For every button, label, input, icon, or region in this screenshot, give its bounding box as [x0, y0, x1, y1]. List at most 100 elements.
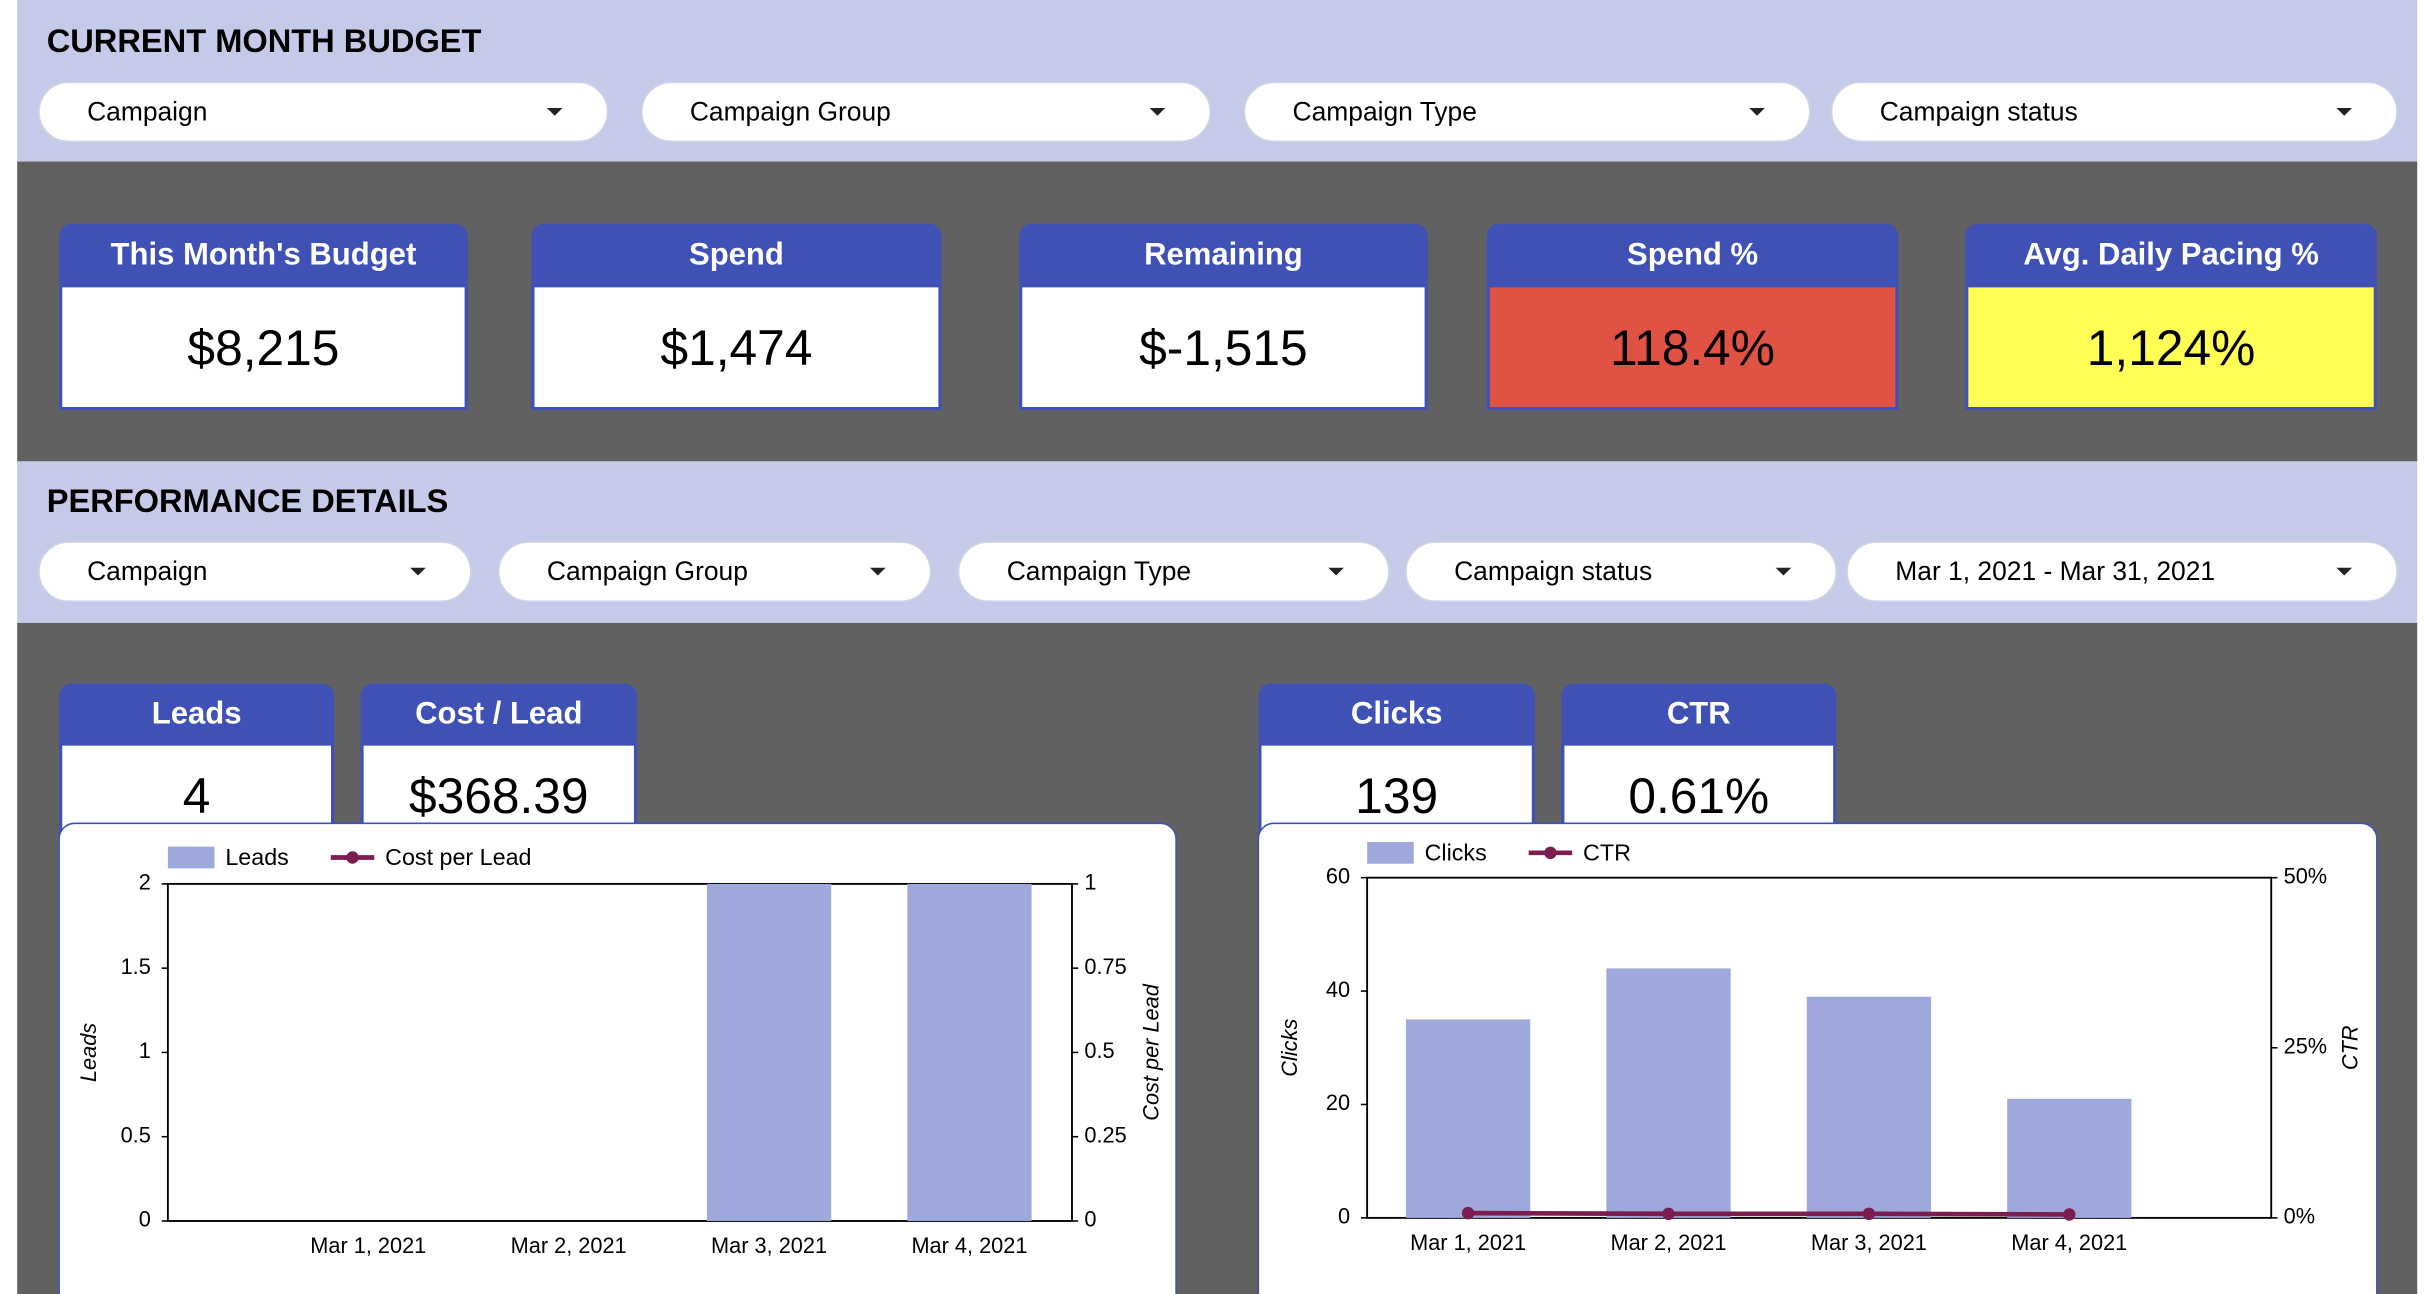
scorecard-value: 139: [1355, 768, 1438, 824]
scorecard-label: This Month's Budget: [111, 237, 417, 272]
dropdown[interactable]: Mar 1, 2021 - Mar 31, 2021: [1846, 541, 2398, 602]
dropdown-arrow: [1775, 567, 1792, 576]
y-tick-label: 20: [1326, 1090, 1350, 1115]
scorecard-label: Clicks: [1351, 696, 1442, 731]
scorecard-header: [1486, 223, 1899, 296]
scorecard-value: $-1,515: [1139, 320, 1308, 376]
y-tick-label: 2: [139, 870, 151, 895]
dropdown-box: [1830, 81, 2398, 143]
dropdown-box: [1243, 81, 1811, 143]
scorecard-body: [1486, 284, 1899, 411]
dropdown-label: Campaign Group: [690, 96, 891, 126]
line-marker: [1461, 1206, 1475, 1220]
dropdown[interactable]: Campaign status: [1405, 541, 1838, 602]
bar: [1606, 968, 1731, 1218]
scorecard-header: [1561, 683, 1837, 754]
legend-label: CTR: [1583, 840, 1631, 866]
dropdown-box: [497, 541, 932, 602]
dropdown[interactable]: Campaign Type: [957, 541, 1390, 602]
x-tick-label: Mar 1, 2021: [1410, 1230, 1526, 1255]
scorecard-value: $8,215: [187, 320, 339, 376]
scorecard-label: Remaining: [1144, 237, 1303, 272]
y-tick-label: 1.5: [121, 954, 151, 979]
y-tick-label: 40: [1326, 977, 1350, 1002]
bar: [1405, 1019, 1531, 1218]
dropdown-label: Campaign status: [1880, 96, 2078, 126]
y2-tick-label: 1: [1084, 870, 1096, 895]
scorecard-header: [1965, 223, 2377, 296]
bar: [706, 883, 832, 1221]
scorecard-header: [1258, 683, 1535, 754]
scorecard-value: 1,124%: [2087, 320, 2256, 376]
scorecard-value: 4: [183, 768, 211, 824]
dropdown[interactable]: Campaign Group: [497, 541, 932, 602]
dropdown-arrow: [2336, 567, 2352, 576]
dropdown[interactable]: Campaign status: [1830, 81, 2398, 143]
dropdown-label: Campaign Type: [1007, 556, 1191, 586]
y-axis-title: Clicks: [1277, 1019, 1302, 1077]
y2-axis-title: CTR: [2338, 1025, 2363, 1070]
line: [1468, 1210, 2070, 1217]
section-title: CURRENT MONTH BUDGET: [47, 22, 482, 59]
dropdown-box: [957, 541, 1390, 602]
y2-tick-label: 0.25: [1084, 1122, 1126, 1147]
y2-tick-label: 25%: [2284, 1034, 2328, 1059]
scorecard-value: $1,474: [660, 320, 812, 376]
y2-axis-title: Cost per Lead: [1139, 983, 1164, 1120]
legend-label: Leads: [225, 844, 288, 870]
scorecard-header: [59, 683, 335, 754]
dropdown-arrow: [1749, 107, 1765, 116]
dropdown[interactable]: Campaign Type: [1243, 81, 1811, 143]
x-tick-label: Mar 4, 2021: [911, 1233, 1027, 1258]
dropdown-box: [38, 81, 609, 143]
scorecard-body: [1019, 284, 1428, 411]
dropdown-box: [1846, 541, 2398, 602]
scorecard-body: [59, 284, 468, 411]
x-tick-label: Mar 2, 2021: [1611, 1230, 1727, 1255]
y-axis-title: Leads: [76, 1023, 101, 1082]
legend-label: Clicks: [1425, 840, 1487, 866]
y2-tick-label: 50%: [2284, 863, 2328, 888]
dropdown-arrow: [2336, 107, 2352, 116]
scorecard-label: Leads: [152, 696, 242, 731]
dropdown-arrow: [870, 567, 886, 576]
dropdown[interactable]: Campaign Group: [640, 81, 1212, 143]
y-tick-label: 0: [1338, 1204, 1350, 1229]
x-tick-label: Mar 4, 2021: [2011, 1230, 2127, 1255]
scorecard-value: $368.39: [409, 768, 589, 824]
scorecard-value: 118.4%: [1610, 320, 1775, 376]
scorecard-value: 0.61%: [1628, 768, 1769, 824]
bar: [2007, 1098, 2132, 1218]
scorecard-label: Spend: [689, 237, 784, 272]
dropdown-arrow: [1328, 567, 1344, 576]
legend-marker: [346, 851, 359, 864]
x-tick-label: Mar 2, 2021: [511, 1233, 627, 1258]
dropdown-arrow: [1149, 107, 1166, 116]
dropdown[interactable]: Campaign: [38, 541, 472, 602]
line-marker: [1862, 1207, 1876, 1221]
scorecard-body: [531, 284, 942, 411]
scorecard-body: [1965, 284, 2377, 411]
y-tick-label: 0: [139, 1207, 151, 1232]
y2-tick-label: 0.5: [1084, 1038, 1114, 1063]
y2-tick-label: 0%: [2284, 1204, 2315, 1229]
dropdown-label: Campaign Group: [547, 556, 748, 586]
scorecard-label: Cost / Lead: [415, 696, 582, 731]
x-tick-label: Mar 3, 2021: [1811, 1230, 1927, 1255]
line-marker: [1662, 1207, 1675, 1221]
legend-label: Cost per Lead: [385, 844, 531, 870]
legend-swatch: [167, 846, 215, 869]
dropdown-box: [640, 81, 1212, 143]
section-title: PERFORMANCE DETAILS: [47, 482, 449, 519]
bar: [907, 883, 1032, 1221]
line-marker: [2063, 1208, 2076, 1221]
x-tick-label: Mar 1, 2021: [310, 1233, 426, 1258]
dropdown-box: [38, 541, 472, 602]
scorecard-label: Spend %: [1627, 237, 1758, 272]
y-tick-label: 60: [1326, 863, 1350, 888]
dropdown-box: [1405, 541, 1838, 602]
dropdown-arrow: [410, 567, 426, 576]
dropdown[interactable]: Campaign: [38, 81, 609, 143]
legend-swatch: [1367, 841, 1414, 864]
